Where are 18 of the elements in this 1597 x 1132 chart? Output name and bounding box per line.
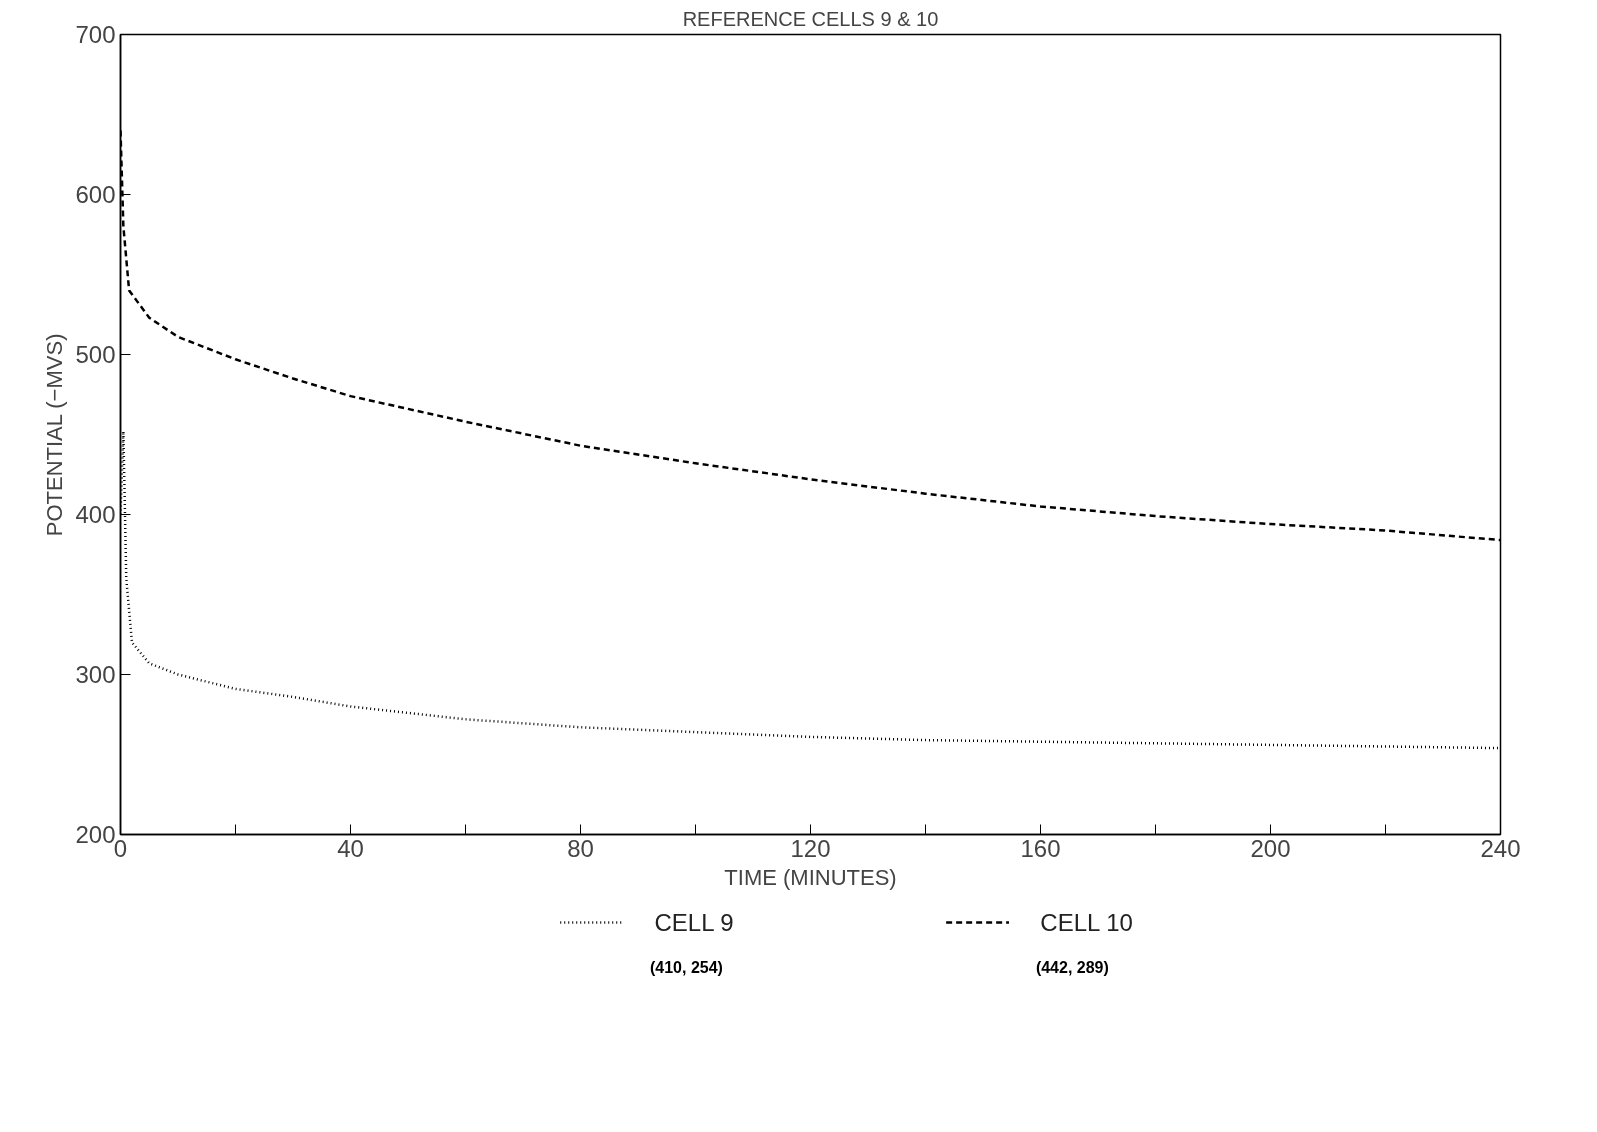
- y-tick-label: 500: [75, 341, 116, 368]
- legend-label: CELL 10: [1040, 909, 1133, 936]
- chart-title: REFERENCE CELLS 9 & 10: [682, 7, 939, 30]
- y-tick-label: 700: [75, 21, 116, 48]
- x-tick-label: 160: [1020, 834, 1061, 862]
- y-tick-label: 600: [75, 181, 116, 208]
- x-tick-label: 40: [337, 834, 364, 862]
- legend-label: CELL 9: [654, 909, 734, 936]
- y-axis-title: POTENTIAL (−MVS): [42, 333, 68, 537]
- x-tick-label: 80: [567, 834, 594, 862]
- x-tick-label: 240: [1480, 834, 1521, 862]
- text: (442, 289): [1035, 959, 1109, 976]
- y-tick-label: 400: [75, 501, 116, 528]
- x-tick-label: 120: [790, 834, 831, 862]
- text: (410, 254): [649, 959, 723, 976]
- x-axis-title: TIME (MINUTES): [724, 864, 897, 890]
- y-tick-label: 300: [75, 661, 116, 688]
- x-tick-label: 200: [1250, 834, 1291, 862]
